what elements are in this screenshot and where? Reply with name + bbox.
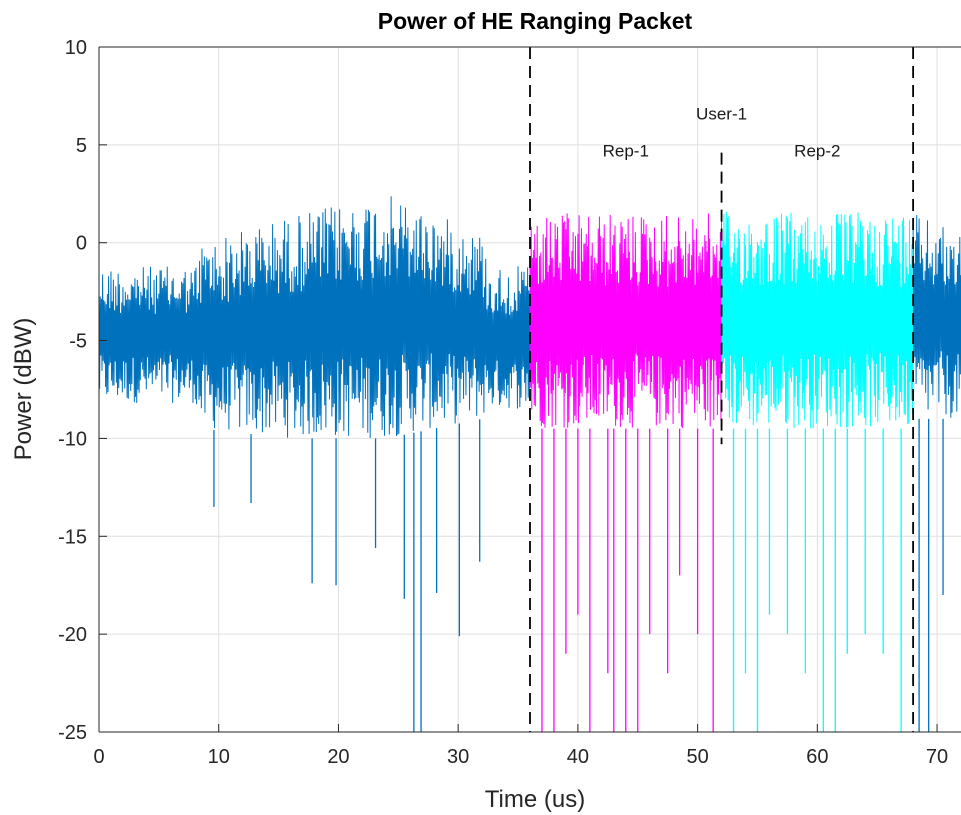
y-tick-label: -25 (58, 722, 87, 744)
signal-series-rep1 (529, 213, 723, 429)
x-tick-label: 50 (686, 746, 708, 768)
y-tick-label: -10 (58, 428, 87, 450)
signal-series-preamble (98, 196, 531, 438)
y-axis-label: Power (dBW) (10, 318, 37, 461)
y-tick-label: -15 (58, 526, 87, 548)
y-tick-label: 0 (76, 233, 87, 255)
x-tick-label: 40 (567, 746, 589, 768)
signal-traces (98, 196, 961, 732)
x-tick-label: 60 (806, 746, 828, 768)
annotations: User-1 Rep-1 Rep-2 (603, 104, 841, 160)
x-axis-label: Time (us) (485, 786, 585, 813)
y-tick-label: 10 (65, 37, 87, 59)
segment-boundaries (529, 47, 915, 732)
y-tick-label: 5 (76, 135, 87, 157)
y-tick-label: -5 (69, 331, 87, 353)
signal-series-rep2 (721, 211, 914, 429)
y-tick-label: -20 (58, 624, 87, 646)
annotation-label: User-1 (696, 104, 747, 123)
x-tick-label: 70 (926, 746, 948, 768)
annotation-label: Rep-2 (794, 142, 840, 161)
x-tick-label: 20 (327, 746, 349, 768)
signal-series-preamble (912, 214, 961, 418)
annotation-label: Rep-1 (603, 142, 649, 161)
x-tick-label: 30 (447, 746, 469, 768)
chart-title: Power of HE Ranging Packet (378, 8, 693, 34)
x-tick-label: 0 (93, 746, 104, 768)
x-tick-label: 10 (208, 746, 230, 768)
